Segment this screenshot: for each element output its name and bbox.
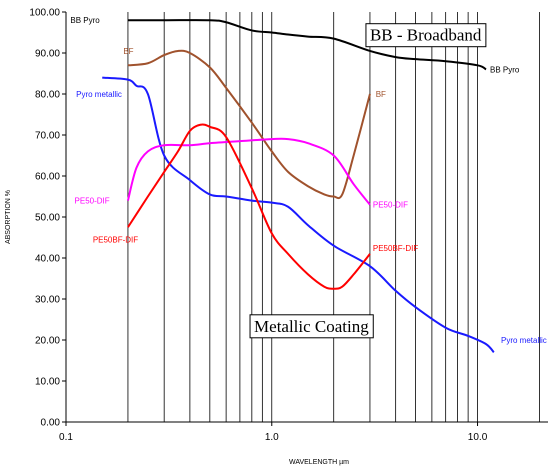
y-tick-label-3: 30.00 (35, 295, 60, 306)
series-label-8: PE50BF-DIF (93, 236, 138, 245)
series-label-4: Pyro metallic (76, 90, 122, 99)
y-tick-label-0: 0.00 (41, 418, 61, 429)
series-label-0: BB Pyro (70, 16, 100, 25)
y-axis-label: ABSORPTION % (5, 190, 12, 244)
annotation-box-1 (249, 314, 374, 339)
series-line-bb-pyro (127, 19, 487, 71)
series-label-5: Pyro metallic (501, 336, 547, 345)
y-tick-label-10: 100.00 (29, 8, 60, 19)
y-tick-label-9: 90.00 (35, 49, 60, 60)
grid-lines (127, 12, 540, 422)
y-tick-label-6: 60.00 (35, 172, 60, 183)
series-label-2: BF (123, 47, 133, 56)
series-label-9: PE50BF-DIF (373, 244, 418, 253)
annotation-box-0 (365, 23, 487, 48)
y-tick-label-8: 80.00 (35, 90, 60, 101)
annotation-text-0: BB - Broadband (370, 26, 482, 45)
x-tick-label-2: 10.0 (468, 432, 488, 443)
series-line-bf (127, 49, 371, 200)
y-tick-label-7: 70.00 (35, 131, 60, 142)
y-tick-label-1: 10.00 (35, 377, 60, 388)
axes: 0.00 10.00 20.00 30.00 40.00 50.00 60.00 70.00 8… (29, 8, 548, 443)
x-axis-label: WAVELENGTH µm (289, 459, 349, 466)
annotation-boxes: BB - Broadband Metallic Coating (249, 23, 487, 339)
series-label-1: BB Pyro (490, 65, 520, 74)
annotation-1: Metallic Coating (249, 314, 374, 339)
y-tick-label-2: 20.00 (35, 336, 60, 347)
series-labels: BB Pyro BB Pyro BF BF Pyro metallic Pyro meta… (70, 16, 546, 345)
series-line-pyro-metallic (102, 76, 495, 353)
x-tick-label-1: 1.0 (265, 432, 279, 443)
annotation-text-1: Metallic Coating (254, 317, 369, 336)
series-lines (102, 19, 495, 353)
y-tick-label-4: 40.00 (35, 254, 60, 265)
series-label-7: PE50-DIF (373, 201, 408, 210)
x-tick-label-0: 0.1 (59, 432, 73, 443)
series-line-pe50-dif (126, 137, 371, 206)
y-tick-label-5: 50.00 (35, 213, 60, 224)
series-label-6: PE50-DIF (75, 197, 110, 206)
series-line-pe50bf-dif (127, 123, 371, 290)
series-label-3: BF (376, 90, 386, 99)
annotation-0: BB - Broadband (365, 23, 487, 48)
